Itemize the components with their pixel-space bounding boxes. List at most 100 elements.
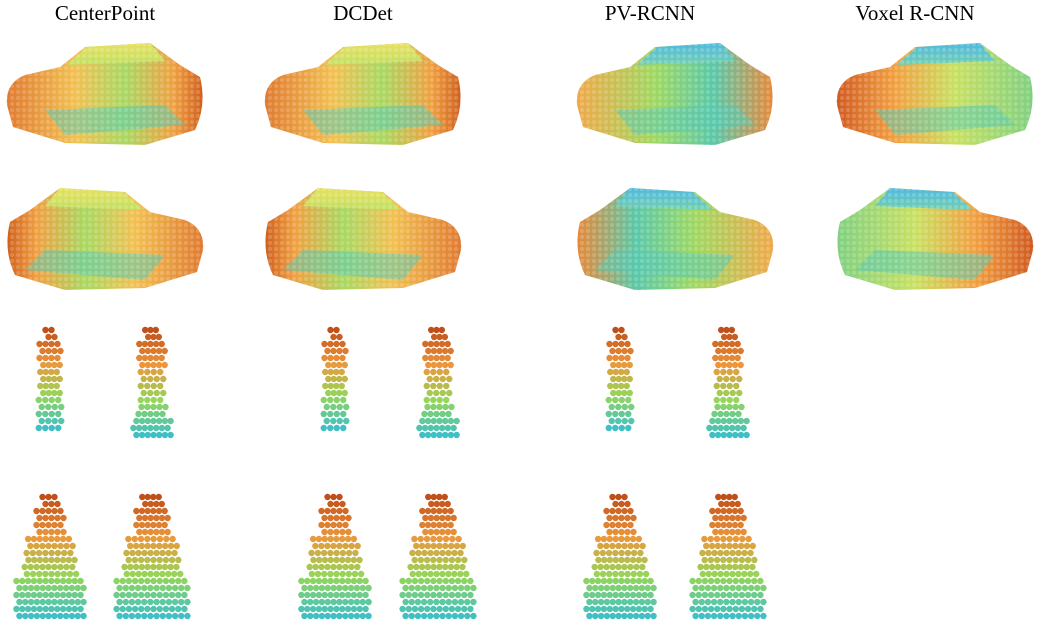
point — [136, 425, 142, 431]
point — [712, 515, 718, 521]
point — [754, 585, 760, 591]
point — [360, 585, 366, 591]
pedestrian-rendering — [130, 327, 174, 438]
point — [621, 362, 627, 368]
point — [702, 592, 708, 598]
point — [139, 494, 145, 500]
point — [616, 362, 622, 368]
point — [410, 571, 416, 577]
point — [697, 564, 703, 570]
point — [707, 536, 713, 542]
point — [362, 578, 368, 584]
point — [424, 383, 430, 389]
point — [415, 613, 421, 619]
point — [418, 578, 424, 584]
point — [445, 501, 451, 507]
point — [419, 508, 425, 514]
point — [606, 550, 612, 556]
car-rendering — [7, 188, 203, 290]
point — [316, 606, 322, 612]
point — [428, 355, 434, 361]
point — [301, 599, 307, 605]
point — [425, 362, 431, 368]
point — [745, 536, 751, 542]
point — [327, 411, 333, 417]
point — [739, 592, 745, 598]
point — [446, 613, 452, 619]
point — [43, 557, 49, 563]
point — [703, 543, 709, 549]
point — [439, 529, 445, 535]
point — [726, 404, 732, 410]
point — [333, 515, 339, 521]
point — [57, 376, 63, 382]
point — [348, 599, 354, 605]
point — [720, 369, 726, 375]
point — [125, 536, 131, 542]
point — [141, 613, 147, 619]
point — [42, 327, 48, 333]
point — [732, 362, 738, 368]
point — [413, 543, 419, 549]
point — [310, 536, 316, 542]
point — [436, 543, 442, 549]
point — [642, 592, 648, 598]
point — [16, 599, 22, 605]
point — [131, 536, 137, 542]
point — [431, 348, 437, 354]
point — [120, 578, 126, 584]
point — [422, 529, 428, 535]
point — [586, 599, 592, 605]
point — [627, 613, 633, 619]
point — [60, 592, 66, 598]
point — [717, 599, 723, 605]
point — [445, 425, 451, 431]
point — [175, 606, 181, 612]
point — [357, 578, 363, 584]
point — [365, 585, 371, 591]
point — [621, 585, 627, 591]
point — [714, 369, 720, 375]
point — [48, 536, 54, 542]
point — [720, 543, 726, 549]
point — [427, 571, 433, 577]
point — [33, 564, 39, 570]
point — [145, 348, 151, 354]
point — [442, 348, 448, 354]
point — [150, 432, 156, 438]
point — [427, 376, 433, 382]
pedestrian-rendering — [689, 494, 766, 619]
point — [723, 341, 729, 347]
point — [354, 613, 360, 619]
point — [612, 397, 618, 403]
point — [165, 571, 171, 577]
point — [333, 606, 339, 612]
point — [720, 508, 726, 514]
point — [433, 599, 439, 605]
point — [415, 550, 421, 556]
point — [636, 557, 642, 563]
point — [421, 411, 427, 417]
point — [726, 494, 732, 500]
point — [144, 397, 150, 403]
point — [150, 536, 156, 542]
point — [304, 578, 310, 584]
point — [133, 418, 139, 424]
car-rendering — [837, 43, 1033, 145]
point — [159, 571, 165, 577]
point — [729, 425, 735, 431]
point — [624, 557, 630, 563]
point — [130, 425, 136, 431]
car-texture — [265, 188, 461, 290]
point — [181, 578, 187, 584]
point — [327, 515, 333, 521]
point — [745, 606, 751, 612]
point — [327, 536, 333, 542]
point — [324, 418, 330, 424]
point — [427, 550, 433, 556]
point — [307, 613, 313, 619]
point — [424, 578, 430, 584]
point — [48, 327, 54, 333]
point — [48, 571, 54, 577]
point — [415, 585, 421, 591]
